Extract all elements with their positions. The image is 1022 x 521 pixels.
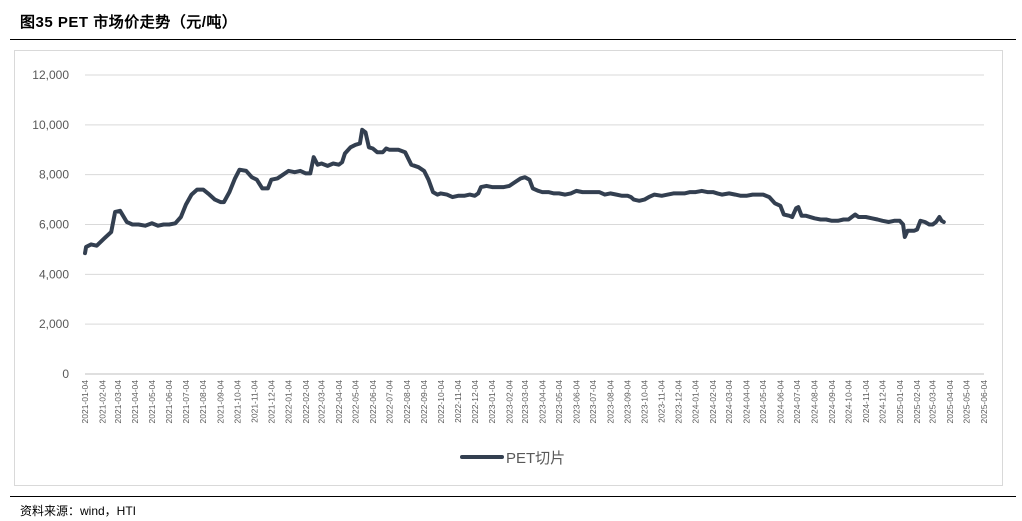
x-tick-label: 2024-03-04 (724, 380, 734, 424)
x-tick-label: 2025-04-04 (945, 380, 955, 424)
x-tick-label: 2022-11-04 (453, 380, 463, 423)
x-tick-label: 2025-01-04 (895, 380, 905, 424)
x-tick-label: 2022-10-04 (436, 380, 446, 424)
x-tick-label: 2022-01-04 (284, 380, 294, 424)
y-tick-label: 6,000 (39, 218, 69, 232)
x-tick-label: 2025-02-04 (912, 380, 922, 424)
x-tick-label: 2024-01-04 (691, 380, 701, 424)
x-tick-label: 2024-02-04 (708, 380, 718, 424)
x-tick-label: 2024-08-04 (809, 380, 819, 424)
top-rule (10, 39, 1016, 40)
x-tick-label: 2022-07-04 (385, 380, 395, 424)
x-tick-label: 2021-04-04 (130, 380, 140, 424)
x-tick-label: 2025-03-04 (928, 380, 938, 424)
y-tick-label: 2,000 (39, 317, 69, 331)
x-tick-label: 2022-09-04 (419, 380, 429, 424)
x-axis-labels: 2021-01-04 2021-02-04 2021-03-04 2021-04-04… (80, 380, 989, 424)
x-tick-label: 2021-11-04 (250, 380, 260, 423)
x-tick-label: 2021-07-04 (181, 380, 191, 424)
x-tick-label: 2024-06-04 (775, 380, 785, 424)
x-tick-label: 2023-02-04 (504, 380, 514, 424)
y-tick-label: 0 (62, 367, 69, 381)
x-tick-label: 2022-06-04 (368, 380, 378, 424)
x-tick-label: 2021-10-04 (232, 380, 242, 424)
y-tick-label: 4,000 (39, 267, 69, 281)
x-tick-label: 2023-10-04 (639, 380, 649, 424)
x-tick-label: 2024-05-04 (758, 380, 768, 424)
y-tick-label: 10,000 (32, 118, 69, 132)
x-tick-label: 2024-10-04 (843, 380, 853, 424)
x-tick-label: 2023-11-04 (657, 380, 667, 423)
x-tick-label: 2021-03-04 (113, 380, 123, 424)
x-tick-label: 2025-06-04 (979, 380, 989, 424)
x-tick-label: 2021-05-04 (147, 380, 157, 424)
x-tick-label: 2021-02-04 (97, 380, 107, 424)
x-tick-label: 2023-01-04 (487, 380, 497, 424)
x-tick-label: 2023-08-04 (605, 380, 615, 424)
x-tick-label: 2022-02-04 (301, 380, 311, 424)
bottom-rule (10, 496, 1016, 497)
x-tick-label: 2021-09-04 (216, 380, 226, 424)
x-tick-label: 2024-04-04 (741, 380, 751, 424)
x-tick-label: 2022-08-04 (402, 380, 412, 424)
x-tick-label: 2023-05-04 (554, 380, 564, 424)
line-chart: 0 2,000 4,000 6,000 8,000 10,000 12,000 2021-0… (32, 68, 989, 467)
y-axis-labels: 0 2,000 4,000 6,000 8,000 10,000 12,000 (32, 68, 69, 381)
x-tick-label: 2021-06-04 (164, 380, 174, 424)
x-tick-label: 2024-09-04 (827, 380, 837, 424)
x-tick-label: 2024-11-04 (861, 380, 871, 423)
series-lines (83, 127, 946, 256)
y-tick-label: 12,000 (32, 68, 69, 82)
x-tick-label: 2022-04-04 (334, 380, 344, 424)
x-tick-label: 2022-03-04 (316, 380, 326, 424)
legend: PET切片 (460, 450, 565, 467)
x-tick-label: 2023-03-04 (520, 380, 530, 424)
x-tick-label: 2021-08-04 (198, 380, 208, 424)
x-tick-label: 2023-04-04 (537, 380, 547, 424)
y-tick-label: 8,000 (39, 168, 69, 182)
figure-title: 图35 PET 市场价走势（元/吨） (20, 14, 238, 31)
x-tick-label: 2021-01-04 (80, 380, 90, 424)
x-tick-label: 2023-09-04 (623, 380, 633, 424)
x-tick-label: 2023-06-04 (571, 380, 581, 424)
x-tick-label: 2024-12-04 (878, 380, 888, 424)
x-tick-label: 2023-12-04 (673, 380, 683, 424)
source-note: 资料来源：wind，HTI (20, 504, 137, 518)
chart-frame: 0 2,000 4,000 6,000 8,000 10,000 12,000 2021-0… (14, 50, 1003, 486)
x-tick-label: 2025-05-04 (962, 380, 972, 424)
x-tick-label: 2024-07-04 (792, 380, 802, 424)
x-tick-label: 2023-07-04 (588, 380, 598, 424)
series-line (83, 127, 946, 256)
x-tick-label: 2022-05-04 (350, 380, 360, 424)
gridlines (85, 74, 984, 375)
x-tick-label: 2022-12-04 (470, 380, 480, 424)
legend-label: PET切片 (506, 450, 565, 467)
x-tick-label: 2021-12-04 (266, 380, 276, 424)
